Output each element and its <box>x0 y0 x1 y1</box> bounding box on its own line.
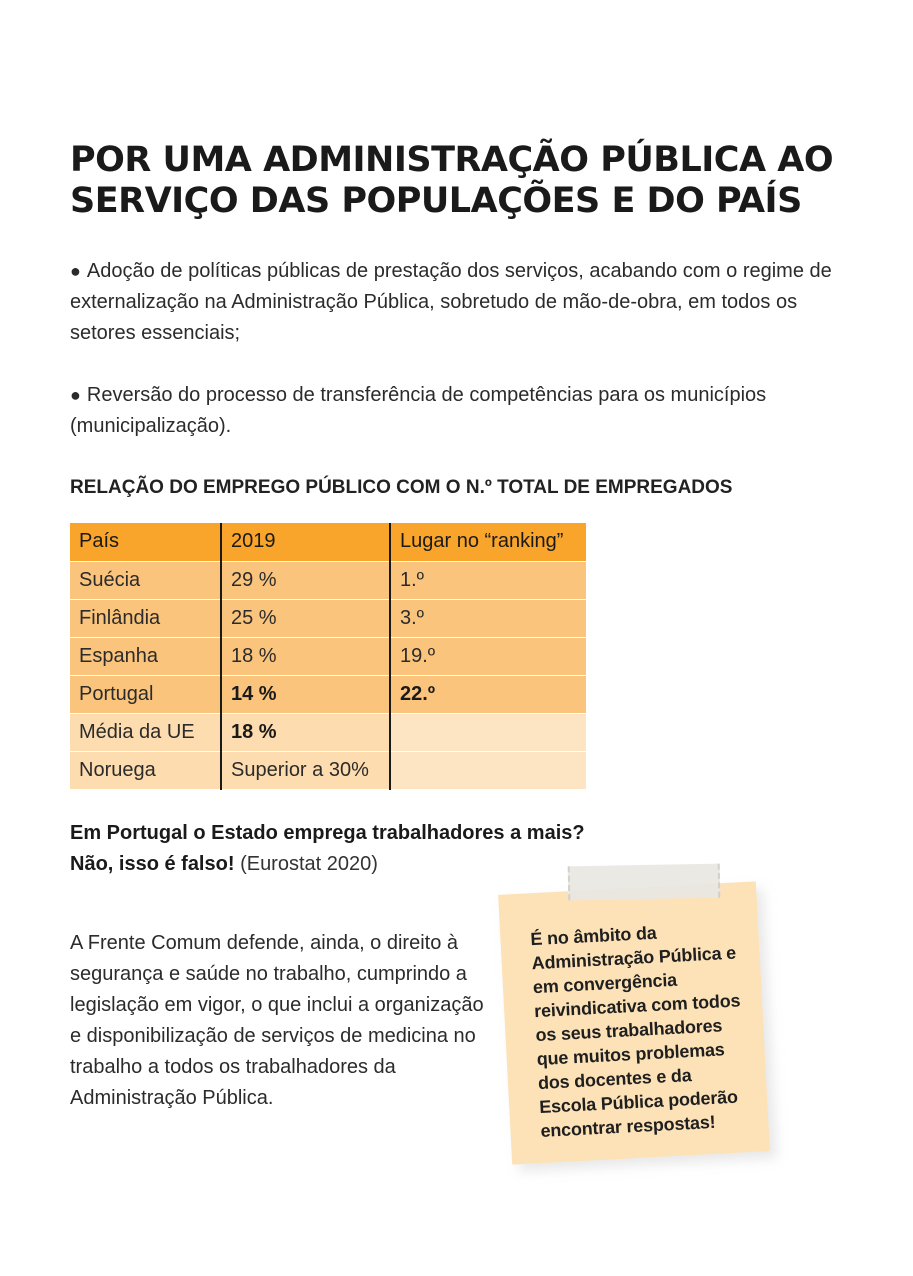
title-line-1: POR UMA ADMINISTRAÇÃO PÚBLICA AO <box>70 140 834 180</box>
page-title: POR UMA ADMINISTRAÇÃO PÚBLICA AO SERVIÇO… <box>70 140 850 222</box>
employment-table: País 2019 Lugar no “ranking” Suécia 29 %… <box>70 523 586 790</box>
bullet-text-2: Reversão do processo de transferência de… <box>70 384 767 437</box>
table-row: Noruega Superior a 30% <box>70 751 586 790</box>
cell-country: Média da UE <box>70 713 222 752</box>
bullet-dot-icon: ● <box>70 385 81 405</box>
cell-value: 14 % <box>221 675 391 714</box>
cell-rank: 22.º <box>390 675 586 714</box>
cell-rank: 1.º <box>390 561 586 600</box>
cell-value: 25 % <box>221 599 391 638</box>
bullet-item-1: ● Adoção de políticas públicas de prestaç… <box>70 256 860 349</box>
bullet-dot-icon: ● <box>70 261 81 281</box>
cell-value: 18 % <box>221 637 391 676</box>
sticky-note: É no âmbito da Administração Pública e e… <box>498 881 770 1165</box>
bullet-text-1: Adoção de políticas públicas de prestaçã… <box>70 260 832 344</box>
cell-rank: 3.º <box>390 599 586 638</box>
table-header-row: País 2019 Lugar no “ranking” <box>70 523 586 562</box>
body-paragraph: A Frente Comum defende, ainda, o direito… <box>70 932 484 1109</box>
header-ranking: Lugar no “ranking” <box>390 523 586 562</box>
cell-country: Portugal <box>70 675 222 714</box>
answer-strong: Não, isso é falso! <box>70 853 235 875</box>
tape-decoration <box>567 863 721 901</box>
cell-country: Finlândia <box>70 599 222 638</box>
table-title: RELAÇÃO DO EMPREGO PÚBLICO COM O N.º TOT… <box>70 477 733 498</box>
table-row: Finlândia 25 % 3.º <box>70 599 586 638</box>
cell-rank <box>390 713 586 752</box>
question-text: Em Portugal o Estado emprega trabalhador… <box>70 822 585 844</box>
cell-rank <box>390 751 586 790</box>
cell-country: Espanha <box>70 637 222 676</box>
cell-value: 18 % <box>221 713 391 752</box>
cell-rank: 19.º <box>390 637 586 676</box>
table-row: Suécia 29 % 1.º <box>70 561 586 600</box>
table-row: Média da UE 18 % <box>70 713 586 752</box>
answer-line: Não, isso é falso! (Eurostat 2020) <box>70 849 378 880</box>
cell-value: Superior a 30% <box>221 751 391 790</box>
title-line-2: SERVIÇO DAS POPULAÇÕES E DO PAÍS <box>70 181 802 221</box>
header-2019: 2019 <box>221 523 391 562</box>
bullet-item-2: ● Reversão do processo de transferência d… <box>70 380 860 442</box>
sticky-note-text: É no âmbito da Administração Pública e e… <box>529 922 741 1142</box>
header-country: País <box>70 523 222 562</box>
cell-country: Suécia <box>70 561 222 600</box>
cell-country: Noruega <box>70 751 222 790</box>
answer-source: (Eurostat 2020) <box>240 853 378 875</box>
table-row: Espanha 18 % 19.º <box>70 637 586 676</box>
cell-value: 29 % <box>221 561 391 600</box>
table-row: Portugal 14 % 22.º <box>70 675 586 714</box>
